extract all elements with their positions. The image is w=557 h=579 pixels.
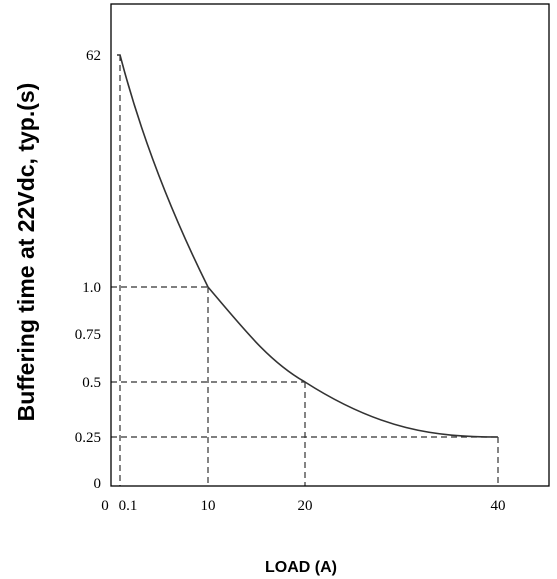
x-tick-label: 0.1	[119, 498, 138, 514]
x-tick-label: 40	[491, 498, 506, 514]
y-tick-label: 0.25	[75, 430, 101, 446]
x-tick-label: 10	[201, 498, 216, 514]
x-tick-label: 20	[298, 498, 313, 514]
x-tick-labels: 0 0.1 10 20 40	[101, 498, 505, 514]
y-tick-label: 1.0	[82, 280, 101, 296]
y-tick-label: 62	[86, 48, 101, 64]
reference-guides	[111, 55, 499, 486]
y-tick-label: 0	[94, 476, 102, 492]
y-axis-title: Buffering time at 22Vdc, typ.(s)	[13, 83, 39, 422]
x-axis-title: LOAD (A)	[265, 559, 337, 576]
y-tick-label: 0.5	[82, 375, 101, 391]
x-tick-label: 0	[101, 498, 109, 514]
y-tick-label: 0.75	[75, 327, 101, 343]
buffering-curve-line	[117, 54, 499, 438]
y-tick-labels: 0 0.25 0.5 0.75 1.0 62	[75, 48, 101, 492]
plot-frame	[110, 3, 550, 487]
